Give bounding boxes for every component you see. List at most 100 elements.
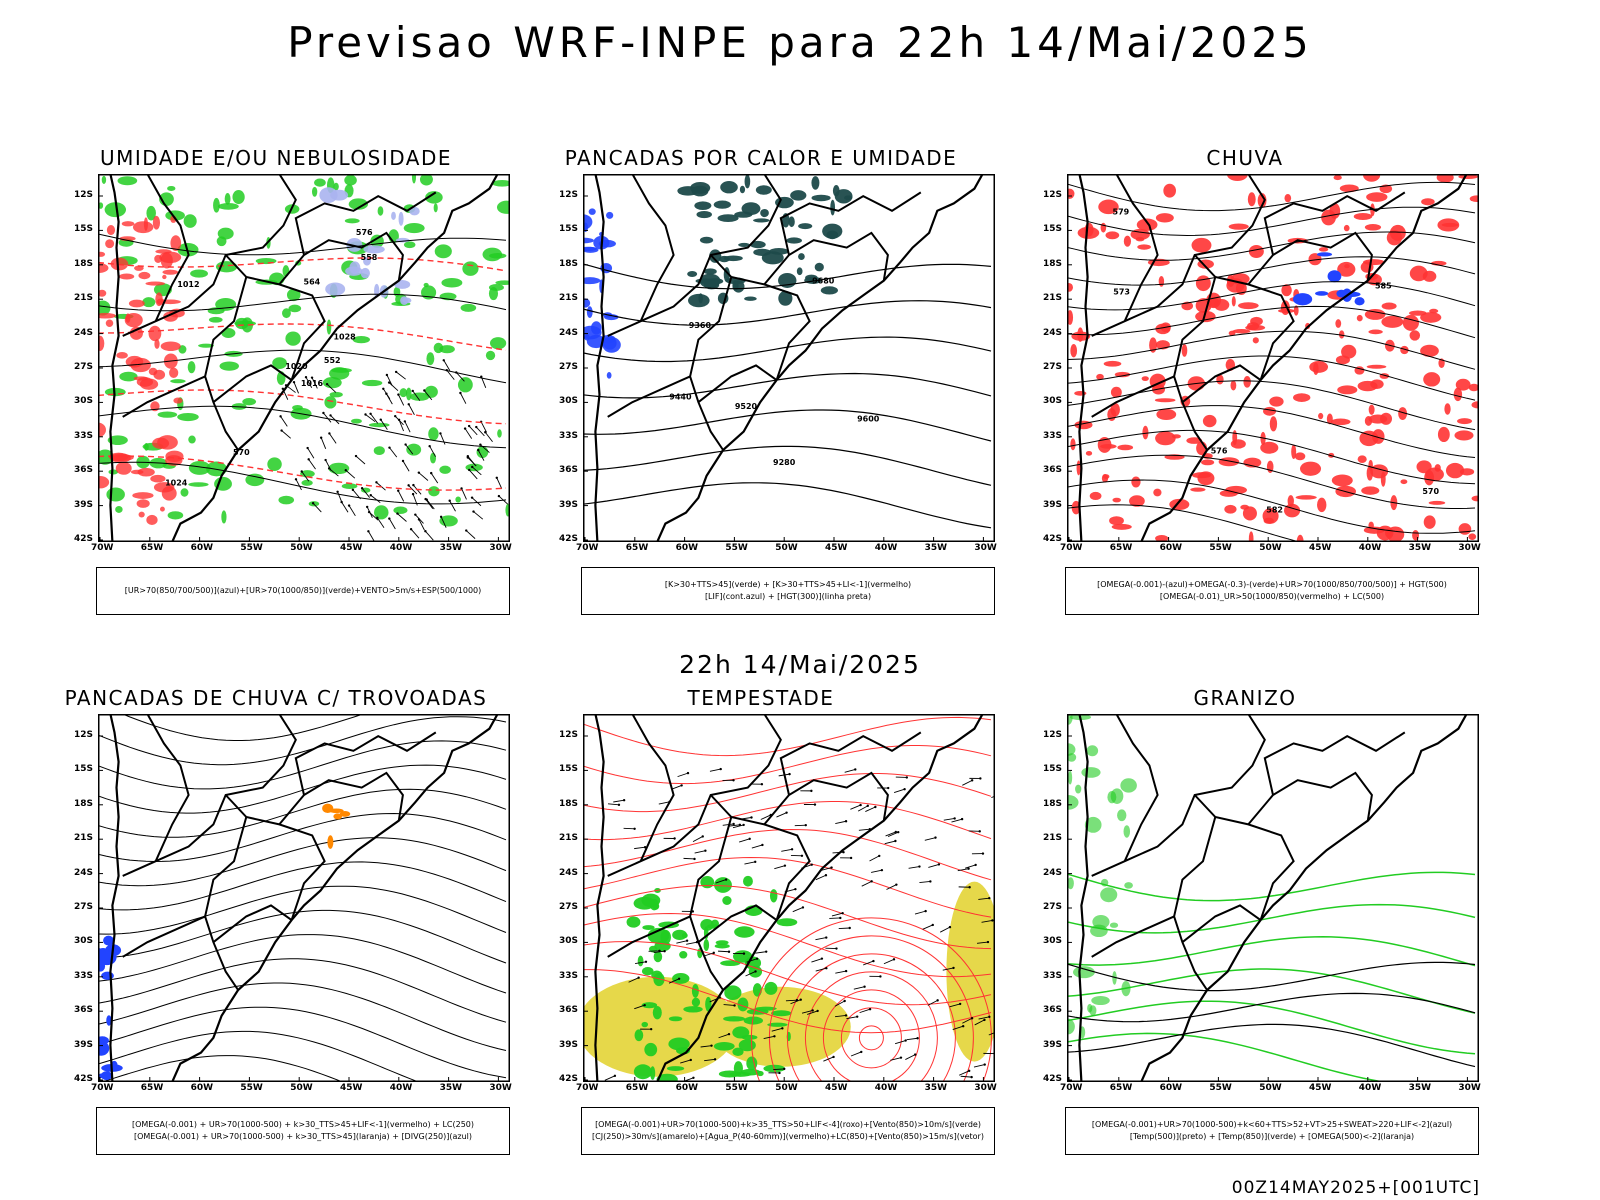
legend-line: [K>30+TTS>45](verde) + [K>30+TTS>45+LI<-… [664, 580, 912, 589]
wind-vector-head [306, 446, 309, 450]
wind-vector [341, 501, 349, 513]
lat-tick-label: 30S [559, 396, 579, 407]
lat-tick-label: 30S [559, 936, 579, 947]
field-blob [1315, 291, 1329, 296]
field-blob [744, 174, 751, 189]
field-blob [1142, 425, 1149, 440]
field-blob [691, 997, 701, 1007]
field-blob [805, 274, 818, 281]
wind-vector-head [322, 411, 325, 415]
field-blob [476, 446, 489, 459]
field-blob [700, 876, 715, 889]
field-blob [242, 397, 257, 406]
lon-tick-label: 35W [439, 543, 463, 553]
contour-label: 576 [1211, 447, 1228, 456]
field-blob [715, 940, 729, 945]
wind-vector [496, 477, 503, 489]
wind-vector-head [810, 863, 813, 866]
field-blob [1429, 308, 1439, 314]
field-blob [710, 919, 720, 928]
field-blob [1117, 809, 1127, 822]
map-border [171, 174, 499, 542]
wind-vector-head [781, 1027, 784, 1030]
field-blob [1136, 218, 1158, 231]
field-blob [419, 174, 433, 186]
field-blob [98, 202, 104, 209]
field-blob [1067, 794, 1079, 810]
wind-vector [477, 449, 485, 461]
wind-vector-head [354, 454, 358, 458]
wind-vector-head [856, 1015, 859, 1018]
lon-tick-label: 30W [489, 1083, 512, 1093]
wind-vector [890, 1057, 902, 1061]
field-blob [139, 378, 159, 390]
wind-vector [960, 1075, 972, 1078]
field-blob [1100, 878, 1109, 887]
map-border [1263, 191, 1406, 256]
contour-line [98, 837, 507, 887]
field-blob [696, 210, 712, 219]
wind-vector-head [849, 856, 853, 860]
field-blob [1098, 199, 1119, 215]
field-blob [1216, 374, 1224, 385]
field-blob [173, 397, 183, 404]
field-blob [148, 325, 162, 342]
wind-vector [774, 865, 786, 870]
wind-vector [978, 1016, 990, 1020]
field-blob [1361, 486, 1380, 495]
lat-tick-label: 39S [1043, 499, 1063, 510]
field-blob [169, 367, 179, 379]
wind-vector-head [832, 1055, 835, 1059]
field-blob [373, 446, 385, 456]
map-border [594, 174, 605, 542]
wind-vector-head [340, 500, 343, 504]
wind-vector-head [727, 1032, 731, 1036]
lat-tick-label: 27S [1043, 902, 1063, 912]
wind-vector [859, 1008, 871, 1014]
field-blob [322, 803, 334, 814]
wind-vector [928, 863, 940, 868]
field-blob [1252, 337, 1259, 344]
field-blob [1423, 372, 1441, 387]
wind-vector-head [347, 504, 351, 507]
field-blob [653, 951, 663, 963]
contour-label: 573 [1113, 287, 1130, 296]
lon-tick-label: 50W [1259, 1083, 1282, 1093]
field-blob [208, 316, 223, 323]
contour-label: 576 [356, 228, 373, 237]
lat-tick-label: 39S [559, 1039, 579, 1050]
wind-vector-head [369, 494, 372, 497]
map-border [631, 174, 675, 322]
lat-tick-label: 33S [74, 970, 94, 981]
wind-vector-head [839, 916, 842, 920]
map-trovoadas [98, 714, 510, 1082]
field-blob [1075, 784, 1082, 794]
wind-vector-head [460, 487, 463, 490]
wind-vector [361, 487, 370, 498]
wind-vector [366, 506, 373, 518]
field-blob [117, 176, 138, 186]
wind-vector [683, 857, 695, 860]
field-blob [327, 835, 334, 849]
wind-vector-head [673, 837, 676, 840]
field-blob [98, 476, 110, 489]
wind-vector-head [428, 444, 431, 448]
field-blob [1105, 231, 1120, 240]
field-blob [1368, 414, 1388, 424]
field-blob [403, 241, 416, 249]
lat-tick-label: 18S [1043, 258, 1063, 269]
map-frame [583, 174, 995, 542]
wind-vector-head [953, 817, 956, 820]
field-blob [399, 388, 408, 398]
wind-vector [345, 469, 356, 479]
field-blob [119, 371, 138, 382]
wind-vector-head [887, 786, 890, 790]
lat-tick-label: 12S [1043, 730, 1063, 740]
wind-vector [404, 421, 411, 433]
wind-vector [425, 530, 434, 541]
wind-vector-head [280, 429, 283, 432]
wind-vector [388, 382, 399, 392]
field-blob [700, 918, 714, 931]
wind-vector [835, 970, 847, 974]
wind-vector-head [484, 431, 487, 434]
